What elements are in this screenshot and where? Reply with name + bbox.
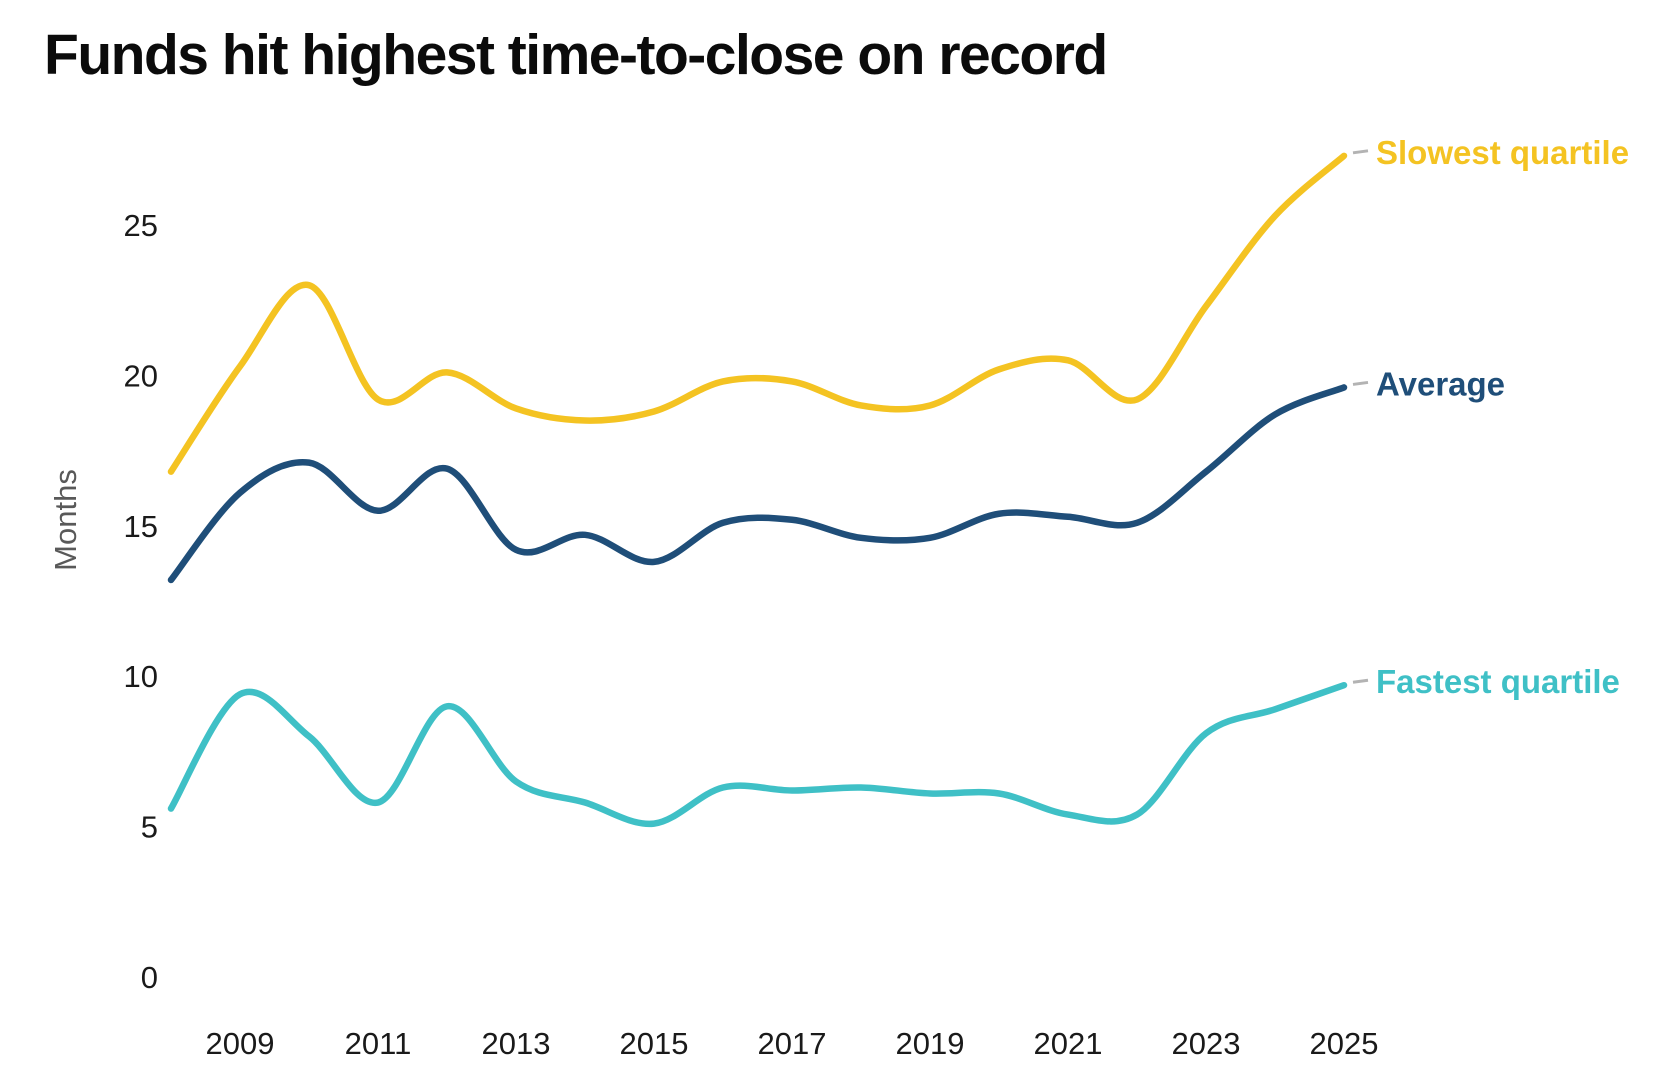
y-axis-tick-labels: 0 5 10 15 20 25: [124, 208, 158, 995]
series-label-fastest-quartile: Fastest quartile: [1376, 663, 1620, 700]
label-connector-dash: [1352, 380, 1369, 386]
x-axis-tick-labels: 2009 2011 2013 2015 2017 2019 2021 2023 2025: [206, 1026, 1379, 1061]
y-tick-label: 0: [141, 960, 158, 995]
x-tick-label: 2013: [482, 1026, 551, 1061]
x-tick-label: 2019: [896, 1026, 965, 1061]
x-tick-label: 2009: [206, 1026, 275, 1061]
x-tick-label: 2023: [1172, 1026, 1241, 1061]
line-average: [167, 384, 1348, 584]
x-tick-label: 2021: [1034, 1026, 1103, 1061]
y-axis-title: Months: [48, 469, 83, 571]
chart-title: Funds hit highest time-to-close on recor…: [44, 23, 1108, 87]
y-tick-label: 20: [124, 358, 158, 393]
series-lines: [167, 152, 1348, 828]
y-tick-label: 15: [124, 509, 158, 544]
line-fastest-quartile: [167, 681, 1348, 828]
y-tick-label: 5: [141, 810, 158, 845]
y-tick-label: 25: [124, 208, 158, 243]
series-label-average: Average: [1376, 365, 1505, 402]
x-tick-label: 2017: [758, 1026, 827, 1061]
series-label-slowest-quartile: Slowest quartile: [1376, 134, 1629, 171]
y-tick-label: 10: [124, 659, 158, 694]
line-slowest-quartile: [167, 152, 1348, 475]
label-connector-dash: [1352, 149, 1369, 155]
label-connector-dash: [1352, 678, 1369, 684]
x-tick-label: 2025: [1310, 1026, 1379, 1061]
x-tick-label: 2011: [345, 1026, 412, 1061]
x-tick-label: 2015: [620, 1026, 689, 1061]
series-label-connectors: [1352, 149, 1369, 684]
